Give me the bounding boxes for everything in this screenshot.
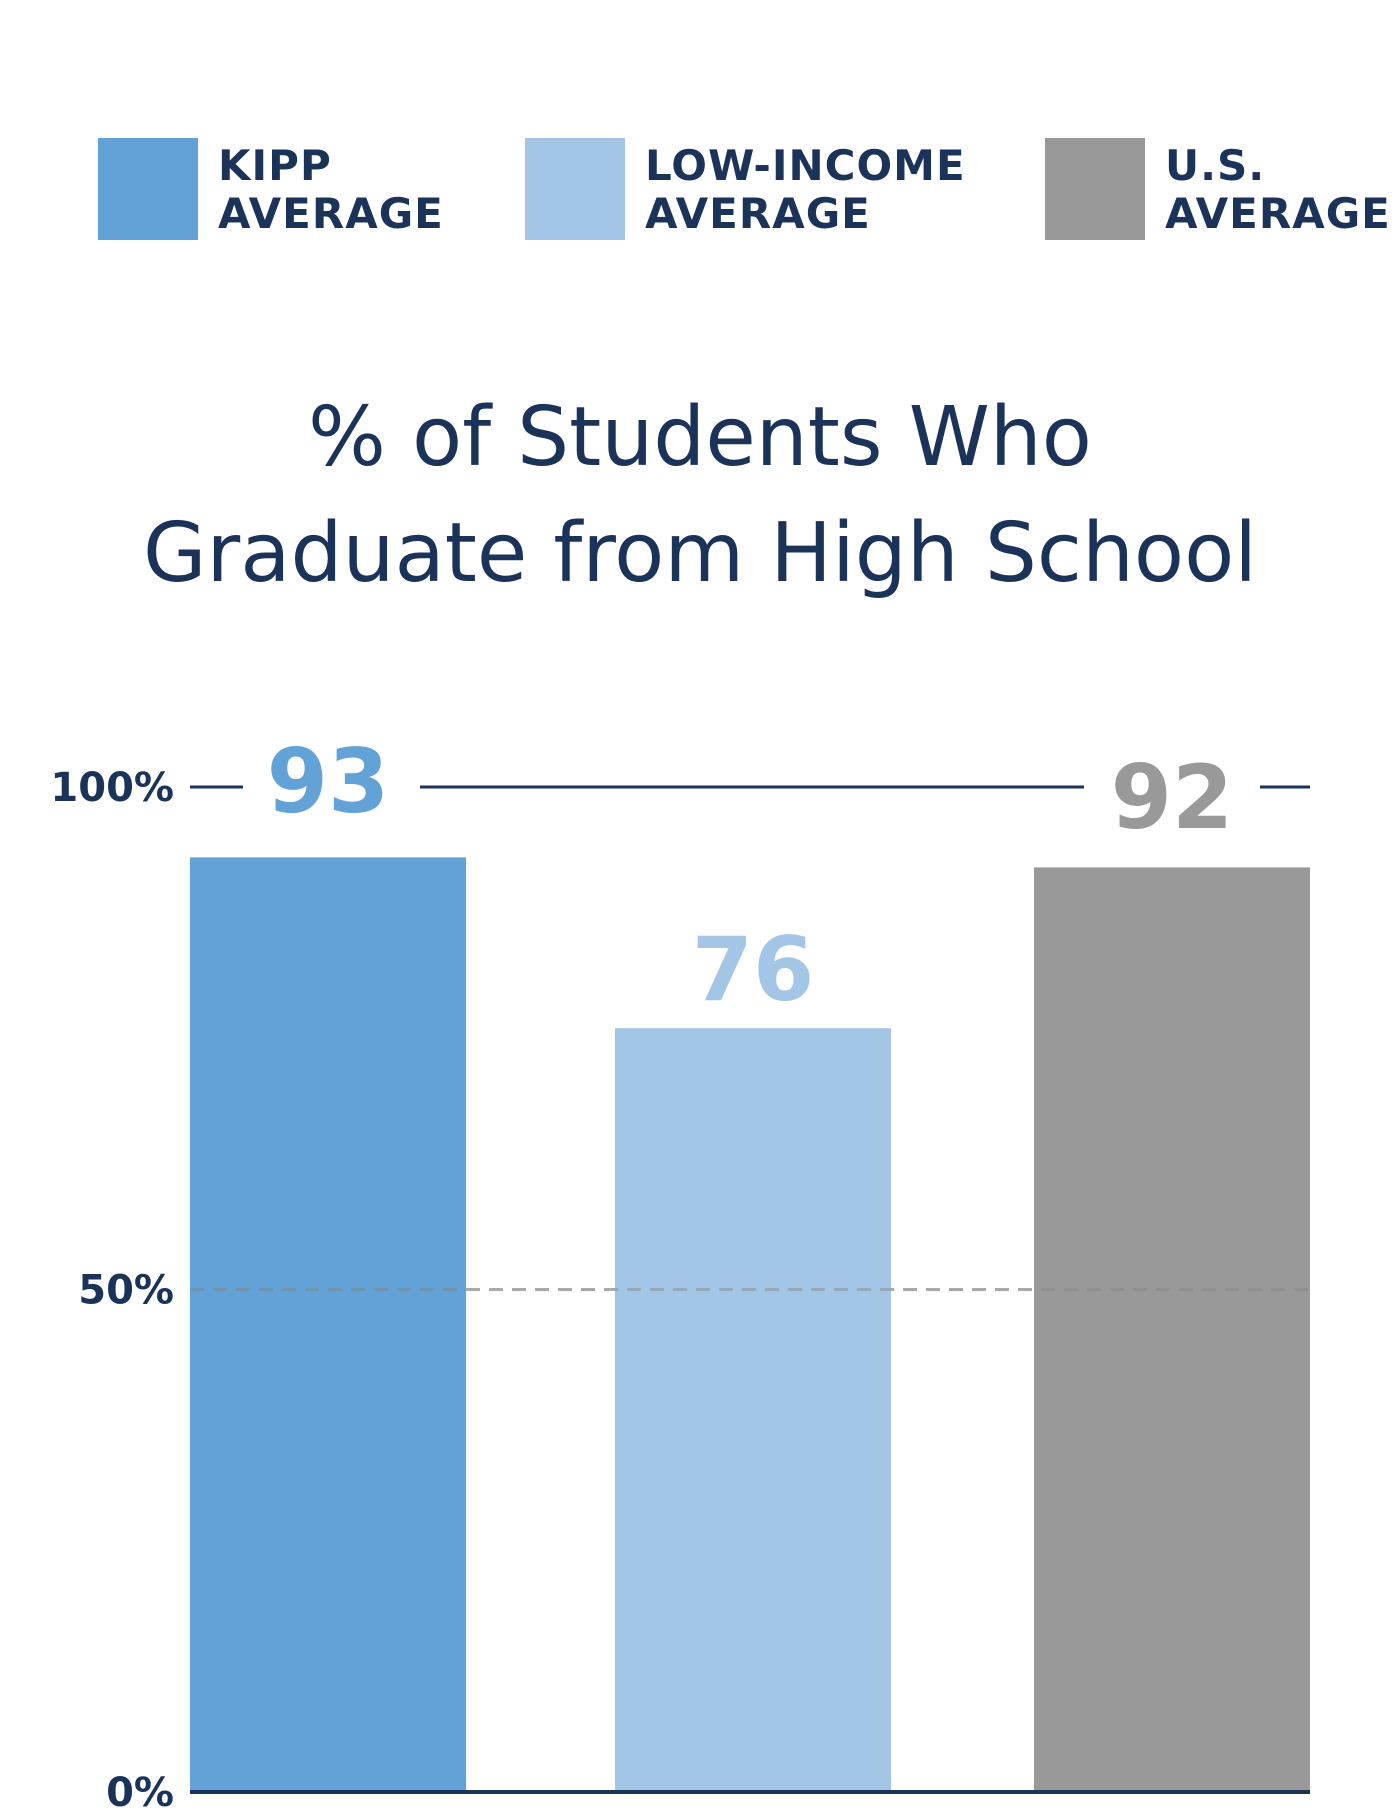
- value-label-1: 76: [692, 918, 814, 1021]
- legend-label-us: U.S. AVERAGE: [1165, 142, 1391, 238]
- bar-0: [190, 857, 466, 1792]
- value-label-2: 92: [1111, 746, 1233, 849]
- y-tick-label-0: 0%: [106, 1770, 174, 1810]
- legend-swatch-us: [1045, 138, 1145, 240]
- legend-label-low-income-line1: LOW-INCOME: [645, 141, 966, 190]
- legend-swatch-kipp: [98, 138, 198, 240]
- chart-legend: KIPP AVERAGE LOW-INCOME AVERAGE U.S. AVE…: [0, 0, 1400, 260]
- legend-label-kipp: KIPP AVERAGE: [218, 142, 444, 238]
- legend-label-us-line1: U.S.: [1165, 141, 1266, 190]
- legend-label-us-line2: AVERAGE: [1165, 189, 1391, 238]
- bar-2: [1034, 867, 1310, 1792]
- chart-title-line2: Graduate from High School: [142, 506, 1258, 601]
- chart-title: % of Students Who Graduate from High Sch…: [0, 380, 1400, 612]
- chart-title-line1: % of Students Who: [308, 390, 1092, 485]
- value-label-0: 93: [267, 730, 389, 833]
- legend-swatch-low-income: [525, 138, 625, 240]
- legend-label-low-income-line2: AVERAGE: [645, 189, 871, 238]
- y-tick-label-50: 50%: [78, 1268, 174, 1314]
- legend-label-kipp-line2: AVERAGE: [218, 189, 444, 238]
- legend-label-kipp-line1: KIPP: [218, 141, 332, 190]
- y-tick-label-100: 100%: [50, 765, 174, 811]
- bar-1: [615, 1028, 891, 1792]
- legend-label-low-income: LOW-INCOME AVERAGE: [645, 142, 966, 238]
